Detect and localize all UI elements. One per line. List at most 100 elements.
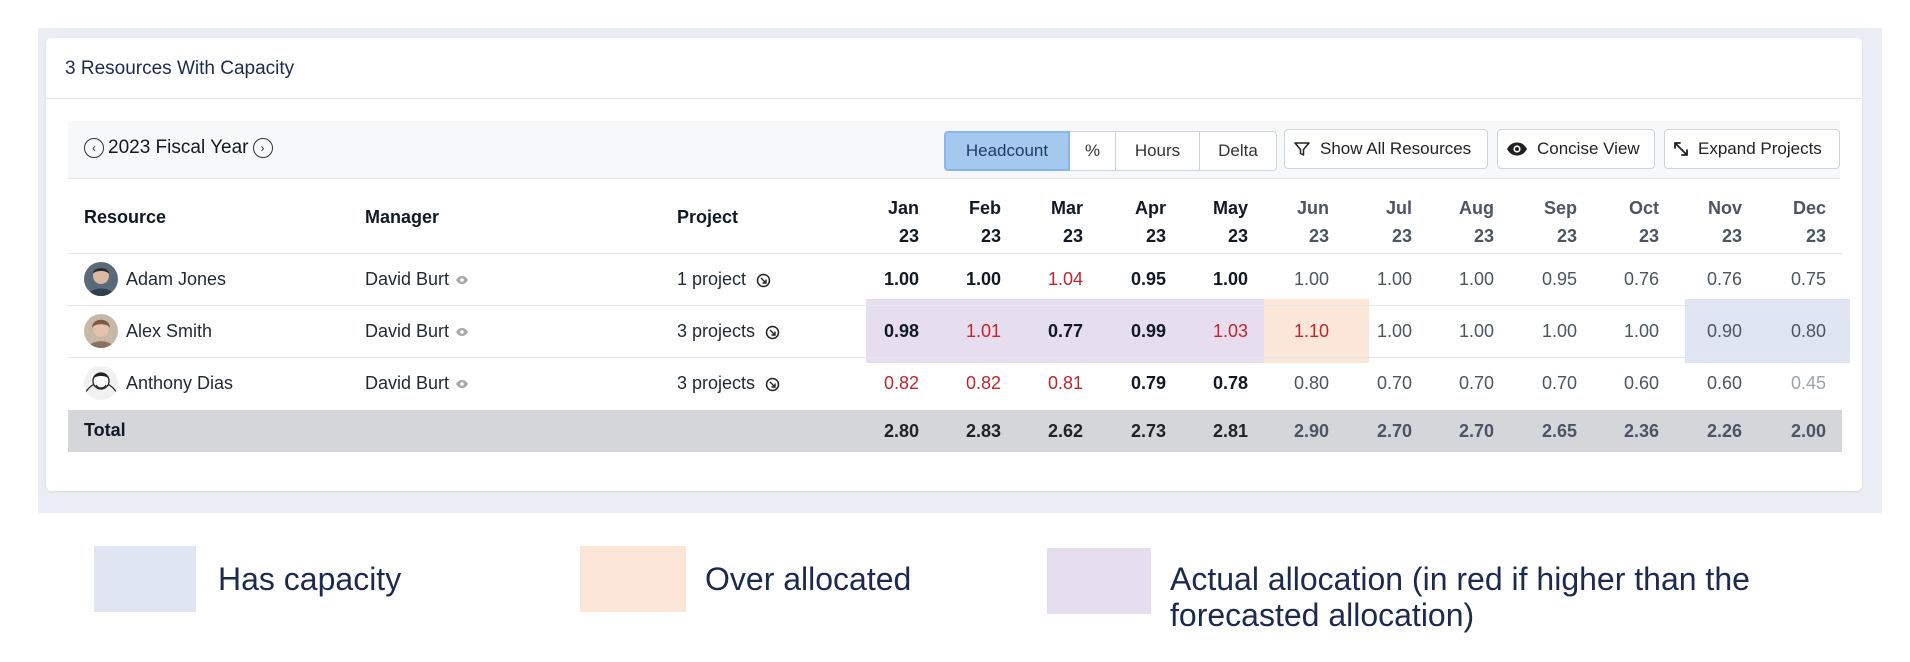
- arrow-circle-icon[interactable]: [756, 273, 771, 288]
- header-divider: [68, 253, 1842, 254]
- allocation-value[interactable]: 0.90: [1706, 321, 1742, 341]
- month-header: Jun 23: [1279, 194, 1329, 250]
- allocation-value[interactable]: 0.95: [1541, 269, 1577, 289]
- resource-name[interactable]: Alex Smith: [126, 321, 213, 341]
- month-name: Sep: [1543, 198, 1577, 218]
- concise-view-label: Concise View: [1537, 139, 1640, 158]
- allocation-value[interactable]: 0.75: [1790, 269, 1826, 289]
- month-name: Nov: [1707, 198, 1742, 218]
- segment-percent[interactable]: %: [1070, 132, 1116, 170]
- allocation-value[interactable]: 1.00: [1541, 321, 1577, 341]
- allocation-value[interactable]: 0.95: [1130, 269, 1166, 289]
- row-divider: [68, 357, 1842, 358]
- resource-name[interactable]: Anthony Dias: [126, 373, 234, 393]
- segment-headcount[interactable]: Headcount: [944, 131, 1070, 171]
- resource-name[interactable]: Adam Jones: [126, 269, 227, 289]
- month-year: 23: [1473, 226, 1494, 246]
- segment-delta[interactable]: Delta: [1218, 141, 1258, 160]
- total-value: 2.81: [1212, 421, 1248, 441]
- allocation-value[interactable]: 1.00: [1458, 269, 1494, 289]
- allocation-value[interactable]: 0.76: [1623, 269, 1659, 289]
- allocation-value[interactable]: 1.00: [1376, 269, 1412, 289]
- allocation-value[interactable]: 0.78: [1212, 373, 1248, 393]
- allocation-value[interactable]: 0.60: [1706, 373, 1742, 393]
- has-capacity-highlight: [1685, 299, 1850, 363]
- avatar: [84, 366, 118, 400]
- total-value: 2.90: [1293, 421, 1329, 441]
- allocation-value[interactable]: 0.99: [1130, 321, 1166, 341]
- allocation-value[interactable]: 1.01: [965, 321, 1001, 341]
- allocation-value[interactable]: 1.00: [1623, 321, 1659, 341]
- total-value: 2.73: [1130, 421, 1166, 441]
- expand-projects-button[interactable]: Expand Projects: [1664, 129, 1840, 169]
- allocation-value[interactable]: 1.00: [965, 269, 1001, 289]
- allocation-value[interactable]: 1.00: [1293, 269, 1329, 289]
- over-allocated-highlight: [1264, 299, 1369, 363]
- avatar: [84, 314, 118, 348]
- show-all-resources-label: Show All Resources: [1320, 139, 1472, 158]
- arrow-circle-icon[interactable]: [765, 325, 780, 340]
- allocation-value[interactable]: 1.03: [1212, 321, 1248, 341]
- chevron-right-icon[interactable]: ›: [252, 138, 273, 158]
- manager-name: David Burt: [365, 320, 469, 342]
- eye-icon: [1507, 142, 1527, 156]
- allocation-value[interactable]: 0.98: [883, 321, 919, 341]
- allocation-value[interactable]: 0.82: [965, 373, 1001, 393]
- allocation-value[interactable]: 0.70: [1541, 373, 1577, 393]
- allocation-value[interactable]: 0.70: [1458, 373, 1494, 393]
- manager-label: David Burt: [365, 321, 450, 341]
- allocation-value[interactable]: 0.77: [1047, 321, 1083, 341]
- legend-actual: Actual allocation (in red if higher than…: [1170, 561, 1750, 633]
- header-manager: Manager: [365, 207, 440, 227]
- allocation-value[interactable]: 0.80: [1790, 321, 1826, 341]
- total-value: 2.80: [883, 421, 919, 441]
- project-label[interactable]: 3 projects: [677, 373, 756, 393]
- eye-icon[interactable]: [455, 327, 469, 337]
- card-title: 3 Resources With Capacity: [65, 58, 295, 79]
- allocation-value[interactable]: 0.82: [883, 373, 919, 393]
- allocation-value[interactable]: 0.81: [1047, 373, 1083, 393]
- month-year: 23: [1308, 226, 1329, 246]
- allocation-value[interactable]: 0.79: [1130, 373, 1166, 393]
- month-year: 23: [1556, 226, 1577, 246]
- allocation-value[interactable]: 0.80: [1293, 373, 1329, 393]
- month-year: 23: [1062, 226, 1083, 246]
- header-resource: Resource: [84, 207, 167, 227]
- eye-icon[interactable]: [455, 379, 469, 389]
- month-header: Sep 23: [1527, 194, 1577, 250]
- actual-allocation-highlight: [866, 299, 1264, 363]
- concise-view-button[interactable]: Concise View: [1497, 129, 1655, 169]
- total-value: 2.65: [1541, 421, 1577, 441]
- chevron-left-icon[interactable]: ‹: [84, 138, 104, 158]
- allocation-value[interactable]: 1.00: [1458, 321, 1494, 341]
- allocation-value[interactable]: 1.04: [1047, 269, 1083, 289]
- eye-icon[interactable]: [455, 275, 469, 285]
- month-header: Mar 23: [1033, 194, 1083, 250]
- month-header: Jul 23: [1362, 194, 1412, 250]
- total-value: 2.70: [1376, 421, 1412, 441]
- arrow-circle-icon[interactable]: [765, 377, 780, 392]
- show-all-resources-button[interactable]: Show All Resources: [1284, 129, 1488, 169]
- allocation-value[interactable]: 0.76: [1706, 269, 1742, 289]
- header-project: Project: [677, 207, 739, 227]
- row-divider: [68, 305, 1842, 306]
- allocation-value[interactable]: 1.00: [1376, 321, 1412, 341]
- manager-name: David Burt: [365, 372, 469, 394]
- allocation-value[interactable]: 0.70: [1376, 373, 1412, 393]
- project-label[interactable]: 3 projects: [677, 321, 756, 341]
- allocation-value[interactable]: 0.45: [1790, 373, 1826, 393]
- fiscal-year-selector: ‹ 2023 Fiscal Year ›: [84, 137, 273, 159]
- legend-over: Over allocated: [705, 561, 912, 597]
- month-year: 23: [980, 226, 1001, 246]
- allocation-value[interactable]: 1.00: [1212, 269, 1248, 289]
- manager-label: David Burt: [365, 373, 450, 393]
- allocation-value[interactable]: 1.10: [1293, 321, 1329, 341]
- month-name: Jul: [1385, 198, 1412, 218]
- month-name: Jun: [1296, 198, 1329, 218]
- project-label[interactable]: 1 project: [677, 269, 747, 289]
- toolbar: ‹ 2023 Fiscal Year › Headcount % Hours D…: [68, 121, 1840, 179]
- month-header: Dec 23: [1776, 194, 1826, 250]
- allocation-value[interactable]: 0.60: [1623, 373, 1659, 393]
- allocation-value[interactable]: 1.00: [883, 269, 919, 289]
- segment-hours[interactable]: Hours: [1116, 132, 1200, 170]
